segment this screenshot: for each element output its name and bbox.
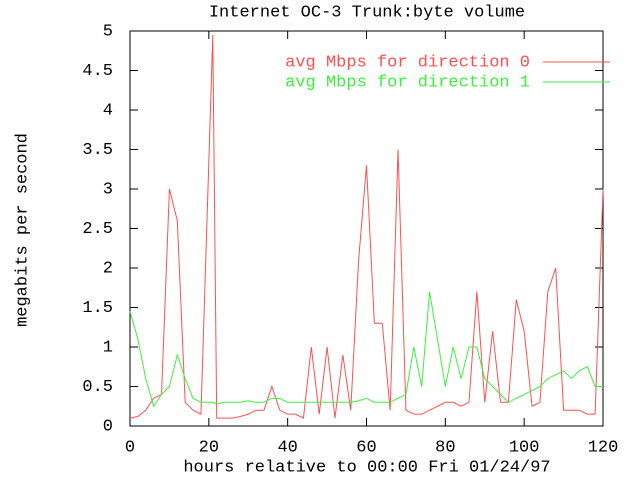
y-tick-label: 5 <box>103 22 113 41</box>
x-tick-label: 40 <box>277 438 297 457</box>
x-tick-label: 60 <box>356 438 376 457</box>
y-tick-label: 3.5 <box>82 141 113 160</box>
x-tick-label: 80 <box>435 438 455 457</box>
series-line <box>129 34 604 419</box>
y-tick-label: 1.5 <box>82 299 113 318</box>
y-tick-label: 4.5 <box>82 62 113 81</box>
y-tick-label: 3 <box>103 180 113 199</box>
y-tick-label: 2 <box>103 259 113 278</box>
x-tick-label: 120 <box>588 438 619 457</box>
y-axis-label: megabits per second <box>13 133 32 327</box>
x-tick-label: 0 <box>125 438 135 457</box>
y-tick-label: 2.5 <box>82 220 113 239</box>
legend-label: avg Mbps for direction 0 <box>285 53 530 72</box>
legend-label: avg Mbps for direction 1 <box>285 73 530 92</box>
y-tick-label: 1 <box>103 338 113 357</box>
x-tick-label: 100 <box>509 438 540 457</box>
x-tick-label: 20 <box>199 438 219 457</box>
x-axis-label: hours relative to 00:00 Fri 01/24/97 <box>183 458 550 477</box>
series-line <box>129 291 603 408</box>
y-tick-label: 4 <box>103 101 113 120</box>
chart-title: Internet OC-3 Trunk:byte volume <box>209 3 525 22</box>
y-tick-label: 0.5 <box>82 378 113 397</box>
y-tick-label: 0 <box>103 417 113 436</box>
